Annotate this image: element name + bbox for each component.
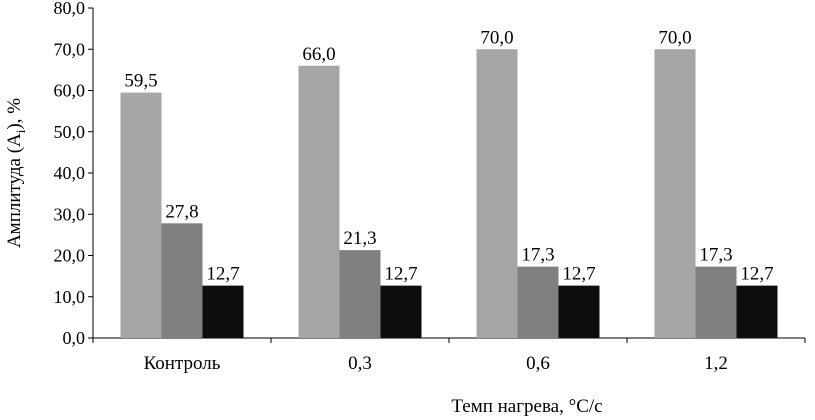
bar	[476, 49, 518, 338]
bars-group	[120, 49, 778, 338]
bar	[736, 285, 778, 338]
category-labels-group: Контроль 0,3 0,6 1,2	[144, 353, 728, 374]
y-tick-label: 40,0	[54, 163, 86, 183]
y-tick-label: 10,0	[54, 287, 86, 307]
bar	[120, 92, 162, 338]
data-label: 12,7	[206, 264, 239, 285]
y-tick-label: 70,0	[54, 39, 86, 59]
y-tick-label: 20,0	[54, 246, 86, 266]
data-label: 17,3	[521, 245, 554, 266]
y-tick-label: 80,0	[54, 0, 86, 18]
data-label: 27,8	[165, 201, 198, 222]
bar	[202, 285, 244, 338]
y-tick-label: 50,0	[54, 122, 86, 142]
bar	[654, 49, 696, 338]
y-tick-label: 30,0	[54, 204, 86, 224]
y-tick-label: 0,0	[63, 328, 86, 348]
data-label: 12,7	[562, 264, 595, 285]
data-label: 59,5	[124, 71, 157, 92]
x-category-label: 1,2	[704, 353, 728, 374]
data-label: 17,3	[699, 245, 732, 266]
x-category-label: 0,3	[348, 353, 372, 374]
bar	[558, 285, 600, 338]
x-axis-title: Темп нагрева, °С/с	[451, 396, 602, 417]
bar	[695, 266, 737, 338]
x-category-label: Контроль	[144, 353, 221, 374]
data-label: 12,7	[384, 264, 417, 285]
data-label: 70,0	[658, 27, 691, 48]
data-labels-group: 59,5 27,8 12,7 66,0 21,3 12,7 70,0 17,3 12,7 70,0…	[124, 27, 773, 284]
y-axis-title: Амплитуда (Ai), %	[4, 98, 28, 248]
bar	[298, 65, 340, 338]
data-label: 12,7	[740, 264, 773, 285]
y-axis-title-text: Амплитуда (Ai), %	[4, 98, 28, 248]
y-axis-ticks: 0,0 10,0 20,0 30,0 40,0 50,0 60,0 70,0 80,0	[54, 0, 806, 348]
data-label: 66,0	[302, 44, 335, 65]
x-category-label: 0,6	[526, 353, 550, 374]
bar	[339, 250, 381, 338]
data-label: 21,3	[343, 228, 376, 249]
bar	[517, 266, 559, 338]
y-tick-label: 60,0	[54, 81, 86, 101]
bar	[380, 285, 422, 338]
bar	[161, 223, 203, 338]
data-label: 70,0	[480, 27, 513, 48]
